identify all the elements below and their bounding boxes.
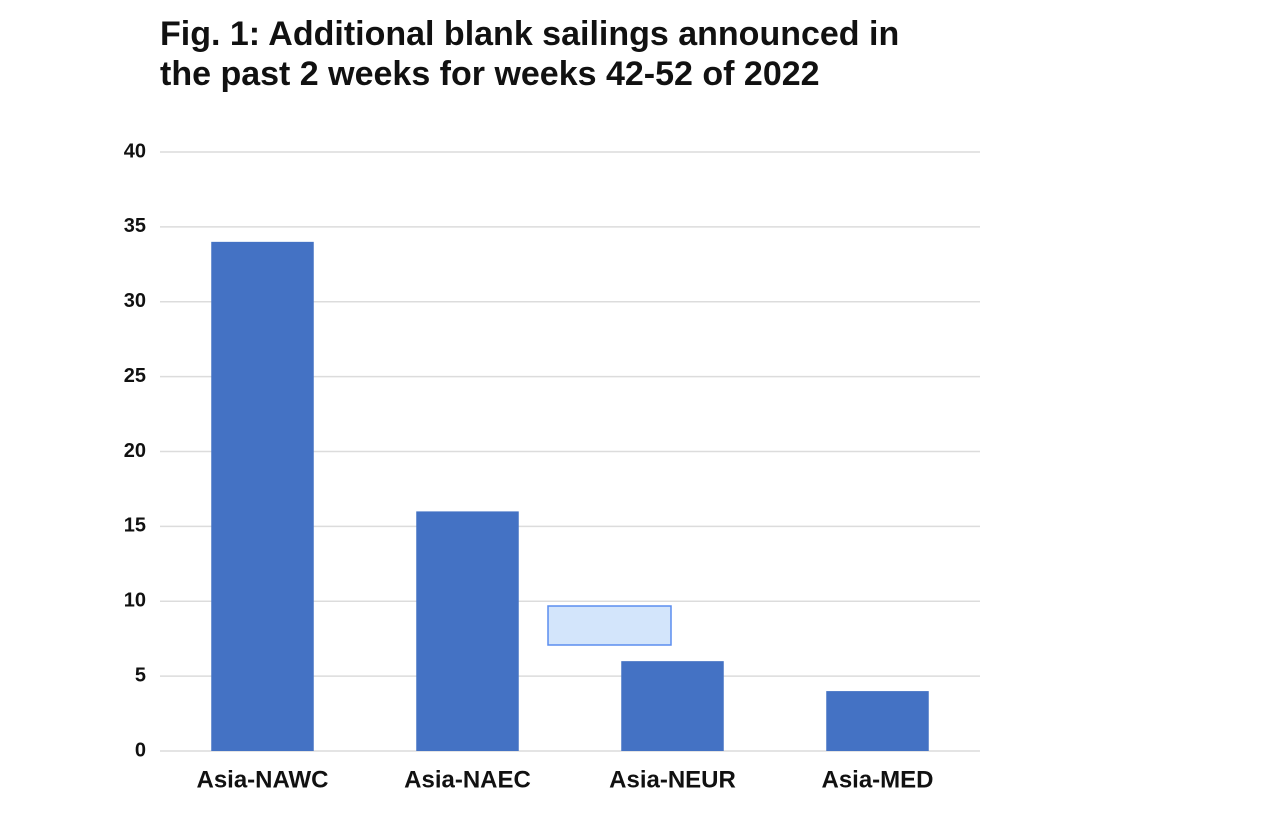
x-tick-label: Asia-NAWC bbox=[196, 766, 328, 793]
y-tick-label: 10 bbox=[124, 590, 146, 612]
x-tick-label: Asia-MED bbox=[821, 766, 933, 793]
bar bbox=[621, 661, 724, 751]
bar bbox=[826, 691, 929, 751]
bar-layer: Asia-NAWC Asia-NAEC Asia-NEUR Asia-MED bbox=[196, 241, 934, 793]
x-tick-label: Asia-NAEC bbox=[404, 766, 531, 793]
bar bbox=[416, 511, 519, 751]
y-tick-label: 30 bbox=[124, 290, 146, 312]
x-tick-label: Asia-NEUR bbox=[609, 766, 736, 793]
y-tick-label: 40 bbox=[124, 140, 146, 162]
y-tick-label: 25 bbox=[124, 365, 146, 387]
selection-box bbox=[547, 605, 672, 646]
y-tick-label: 35 bbox=[124, 215, 146, 237]
y-tick-label: 20 bbox=[124, 440, 146, 462]
bar bbox=[211, 241, 314, 751]
y-tick-label: 15 bbox=[124, 515, 146, 537]
grid-layer: 0 5 10 15 20 25 30 35 40 bbox=[124, 140, 980, 761]
y-tick-label: 0 bbox=[135, 739, 146, 761]
chart-title: Fig. 1: Additional blank sailings announ… bbox=[160, 15, 900, 93]
y-tick-label: 5 bbox=[135, 664, 146, 686]
